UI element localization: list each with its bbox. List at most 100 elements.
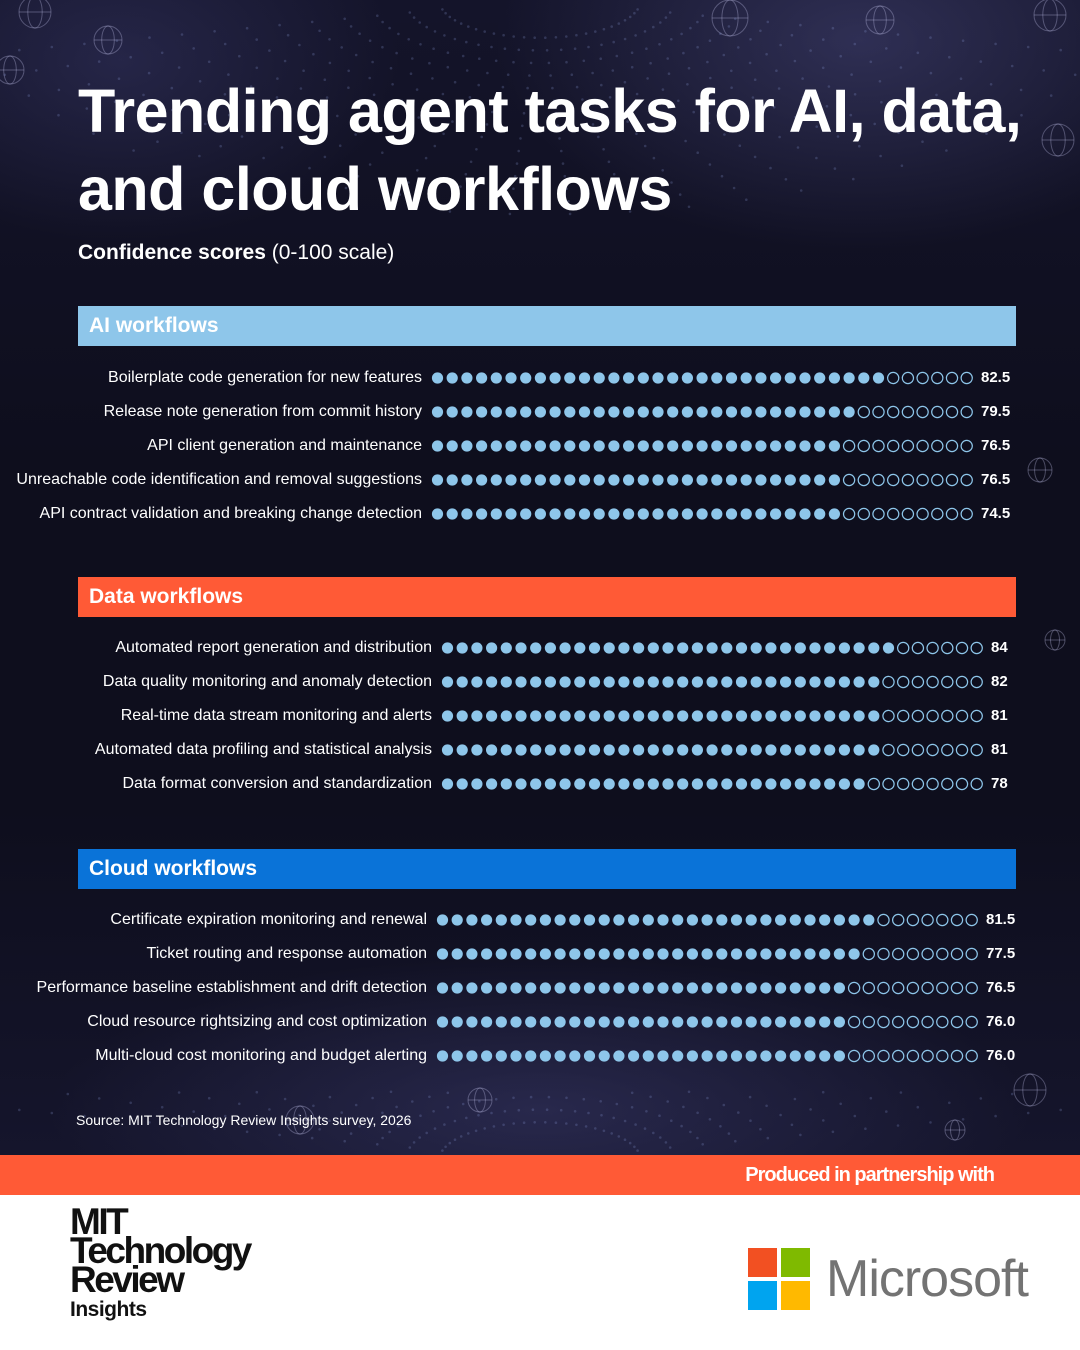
dot-filled (809, 642, 821, 654)
dot-filled (765, 676, 777, 688)
dot-filled (667, 508, 679, 520)
dot-filled (578, 372, 591, 384)
dot-filled (750, 710, 762, 722)
dot-filled (608, 508, 620, 520)
chart-row: Certificate expiration monitoring and re… (0, 908, 1080, 932)
dot-filled (711, 372, 723, 384)
dot-empty (960, 507, 973, 521)
row-label: Real-time data stream monitoring and ale… (120, 707, 432, 724)
dot-filled (745, 1016, 757, 1028)
dot-filled (564, 406, 576, 418)
dot-empty (970, 641, 983, 655)
dot-filled (872, 372, 885, 384)
dot-empty (911, 777, 925, 791)
dot-empty (862, 981, 875, 995)
dot-filled (608, 406, 620, 418)
dot-empty (950, 981, 964, 995)
dot-filled (784, 440, 796, 452)
dot-filled (598, 914, 610, 926)
chart-row: Cloud resource rightsizing and cost opti… (0, 1010, 1080, 1034)
dot-filled (691, 710, 703, 722)
dot-filled (466, 914, 478, 926)
dot-filled (500, 710, 512, 722)
dot-filled (775, 914, 787, 926)
dot-filled (539, 1016, 551, 1028)
dot-empty (882, 675, 895, 689)
dot-empty (970, 675, 983, 689)
dot-filled (868, 744, 880, 756)
dot-filled (461, 440, 473, 452)
dot-filled (701, 982, 713, 994)
dot-empty (955, 743, 969, 757)
dot-filled (613, 982, 625, 994)
dot-empty (945, 473, 959, 487)
dot-empty (970, 709, 983, 723)
dot-filled (603, 778, 615, 790)
dot-filled (500, 744, 512, 756)
dot-filled (711, 440, 723, 452)
dot-filled (868, 676, 880, 688)
dot-filled (569, 1050, 581, 1062)
dot-empty (955, 709, 969, 723)
dot-filled (598, 1050, 610, 1062)
dot-filled (593, 372, 605, 384)
dot-empty (916, 405, 929, 419)
dot-filled (559, 778, 571, 790)
dot-filled (809, 710, 821, 722)
dot-filled (436, 1050, 449, 1062)
dot-filled (598, 982, 610, 994)
dot-filled (691, 676, 703, 688)
microsoft-logo-icon (748, 1248, 810, 1310)
mit-technology-review-logo: MIT Technology Review Insights (70, 1203, 252, 1324)
dot-filled (525, 1016, 537, 1028)
dot-filled (574, 710, 586, 722)
dot-filled (740, 372, 752, 384)
dot-filled (637, 406, 649, 418)
dot-filled (691, 778, 703, 790)
dot-filled (588, 710, 601, 722)
dot-filled (809, 744, 821, 756)
dot-filled (544, 744, 556, 756)
dot-empty (931, 371, 944, 385)
dot-filled (549, 406, 561, 418)
dot-empty (926, 777, 939, 791)
dot-filled (696, 508, 708, 520)
dot-filled (441, 676, 454, 688)
dot-filled (804, 1016, 816, 1028)
dot-filled (652, 372, 664, 384)
dot-empty (882, 709, 895, 723)
dot-filled (730, 1050, 743, 1062)
dot-filled (677, 710, 689, 722)
dot-filled (490, 474, 502, 486)
dot-filled (780, 642, 792, 654)
dot-filled (520, 372, 532, 384)
row-value: 78 (991, 775, 1008, 792)
dot-empty (926, 675, 939, 689)
dot-filled (824, 710, 836, 722)
dot-filled (833, 1050, 845, 1062)
dot-filled (740, 440, 752, 452)
dot-filled (530, 710, 542, 722)
dot-empty (931, 439, 944, 453)
row-label: Data quality monitoring and anomaly dete… (102, 673, 432, 690)
dot-filled (824, 744, 836, 756)
dot-filled (853, 744, 865, 756)
dot-filled (662, 642, 674, 654)
dot-filled (554, 982, 566, 994)
dot-filled (431, 440, 444, 452)
dot-filled (490, 406, 502, 418)
dot-filled (554, 1016, 566, 1028)
dot-filled (495, 982, 507, 994)
dot-filled (843, 372, 855, 384)
dot-filled (618, 676, 630, 688)
dot-filled (775, 1016, 787, 1028)
dot-filled (701, 948, 713, 960)
dot-empty (970, 743, 983, 757)
dot-empty (901, 405, 915, 419)
dot-filled (461, 372, 473, 384)
dot-filled (490, 440, 502, 452)
dot-empty (892, 913, 905, 927)
dot-filled (618, 642, 630, 654)
dot-filled (824, 642, 836, 654)
dot-filled (559, 744, 571, 756)
